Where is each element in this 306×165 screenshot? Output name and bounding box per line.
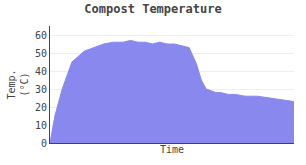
- svg-text:30: 30: [35, 84, 47, 95]
- svg-text:60: 60: [35, 30, 47, 41]
- svg-text:Compost Temperature: Compost Temperature: [84, 2, 221, 16]
- svg-text:Time: Time: [160, 144, 184, 155]
- svg-text:0: 0: [41, 138, 47, 149]
- svg-text:20: 20: [35, 102, 47, 113]
- svg-text:Temp.(°C): Temp.(°C): [6, 69, 30, 99]
- svg-text:40: 40: [35, 66, 47, 77]
- svg-text:50: 50: [35, 48, 47, 59]
- svg-text:10: 10: [35, 120, 47, 131]
